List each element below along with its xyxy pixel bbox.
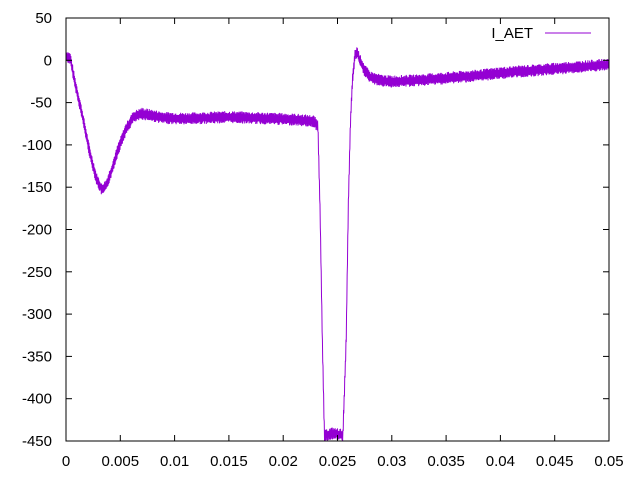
- y-tick-label: -150: [22, 179, 52, 196]
- series-layer: [65, 47, 610, 442]
- y-tick-label: -400: [22, 391, 52, 408]
- y-tick-label: -100: [22, 137, 52, 154]
- x-tick-label: 0: [62, 453, 70, 470]
- legend: I_AET: [491, 25, 591, 42]
- x-tick-label: 0.005: [102, 453, 140, 470]
- y-tick-label: -350: [22, 348, 52, 365]
- x-tick-label: 0.05: [594, 453, 623, 470]
- y-tick-label: -450: [22, 433, 52, 450]
- y-tick-label: -200: [22, 222, 52, 239]
- x-tick-label: 0.025: [319, 453, 357, 470]
- y-tick-label: -250: [22, 264, 52, 281]
- x-axis: 0 0.005 0.01 0.015 0.02 0.025 0.03 0.035 0.04 0.0…: [62, 18, 624, 470]
- y-axis: 50 0 -50 -100 -150 -200 -250 -300 -350 -400 -450: [22, 10, 609, 450]
- y-tick-label: -300: [22, 306, 52, 323]
- x-tick-label: 0.015: [210, 453, 248, 470]
- x-tick-label: 0.03: [377, 453, 406, 470]
- x-tick-label: 0.02: [269, 453, 298, 470]
- y-tick-label: 0: [44, 52, 52, 69]
- x-tick-label: 0.045: [536, 453, 574, 470]
- x-tick-label: 0.01: [160, 453, 189, 470]
- x-tick-label: 0.035: [427, 453, 465, 470]
- y-tick-label: -50: [30, 95, 52, 112]
- y-tick-label: 50: [35, 10, 52, 27]
- series-line-i-aet: [65, 47, 610, 442]
- x-tick-label: 0.04: [486, 453, 515, 470]
- legend-label-i-aet: I_AET: [491, 25, 533, 42]
